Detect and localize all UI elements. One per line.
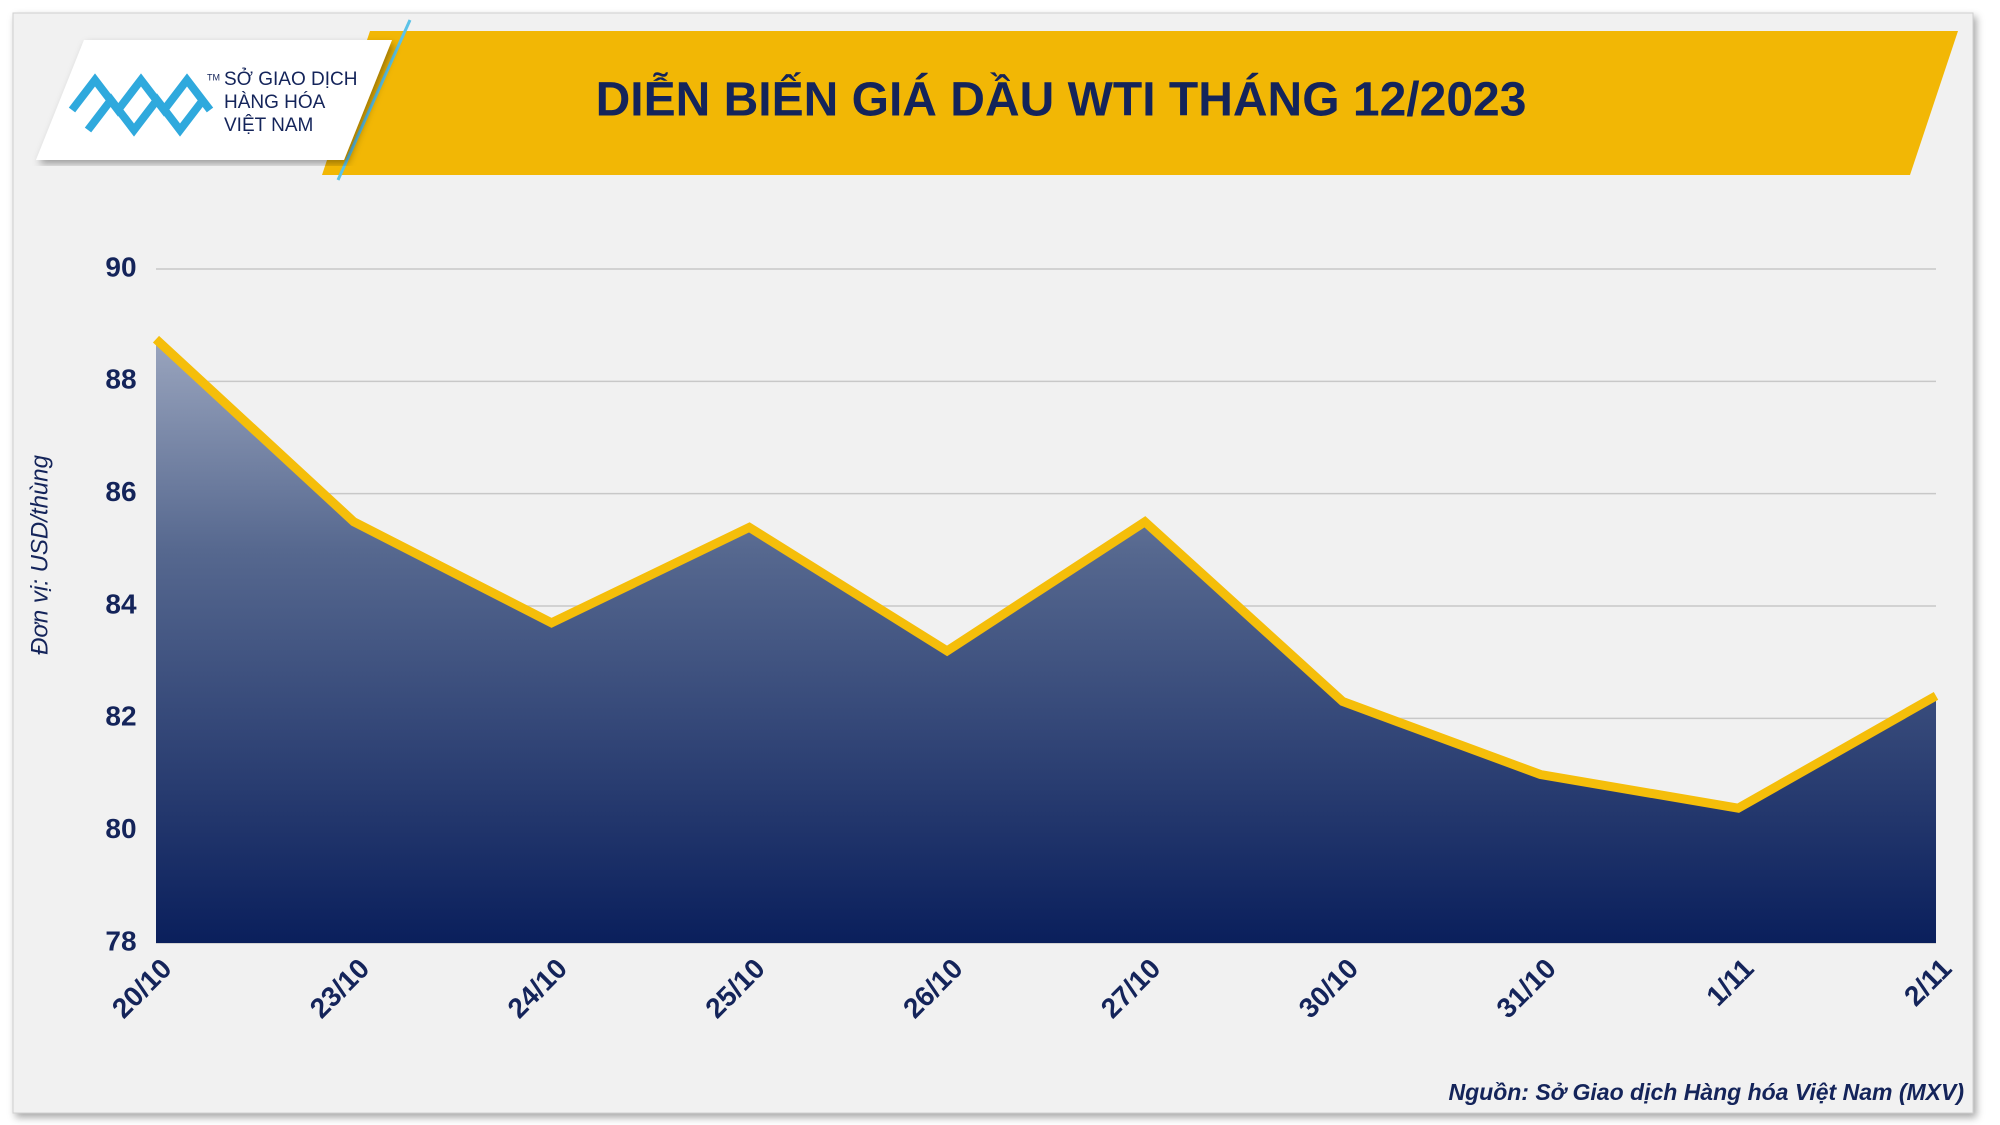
y-tick-label: 90 xyxy=(105,251,136,282)
source-note: Nguồn: Sở Giao dịch Hàng hóa Việt Nam (M… xyxy=(1448,1079,1964,1105)
y-tick-label: 88 xyxy=(105,364,136,395)
logo-text: HÀNG HÓA xyxy=(224,91,326,113)
accent xyxy=(336,19,412,181)
y-tick-label: 82 xyxy=(105,701,136,732)
y-tick-label: 80 xyxy=(105,813,136,844)
logo-text: VIỆT NAM xyxy=(224,114,313,136)
logo-text: SỞ GIAO DỊCH xyxy=(224,68,357,90)
y-tick-label: 84 xyxy=(105,588,137,619)
y-axis-label: Đơn vị: USD/thùng xyxy=(26,454,53,655)
y-tick-label: 86 xyxy=(105,476,136,507)
y-tick-label: 78 xyxy=(105,925,136,956)
logo-tm: TM xyxy=(207,72,220,82)
line xyxy=(152,335,1939,813)
area xyxy=(156,339,1936,943)
logo-icon xyxy=(68,73,214,137)
logo-box xyxy=(36,40,392,160)
chart-title: DIỄN BIẾN GIÁ DẦU WTI THÁNG 12/2023 xyxy=(596,73,1527,127)
title-banner xyxy=(322,31,1958,175)
